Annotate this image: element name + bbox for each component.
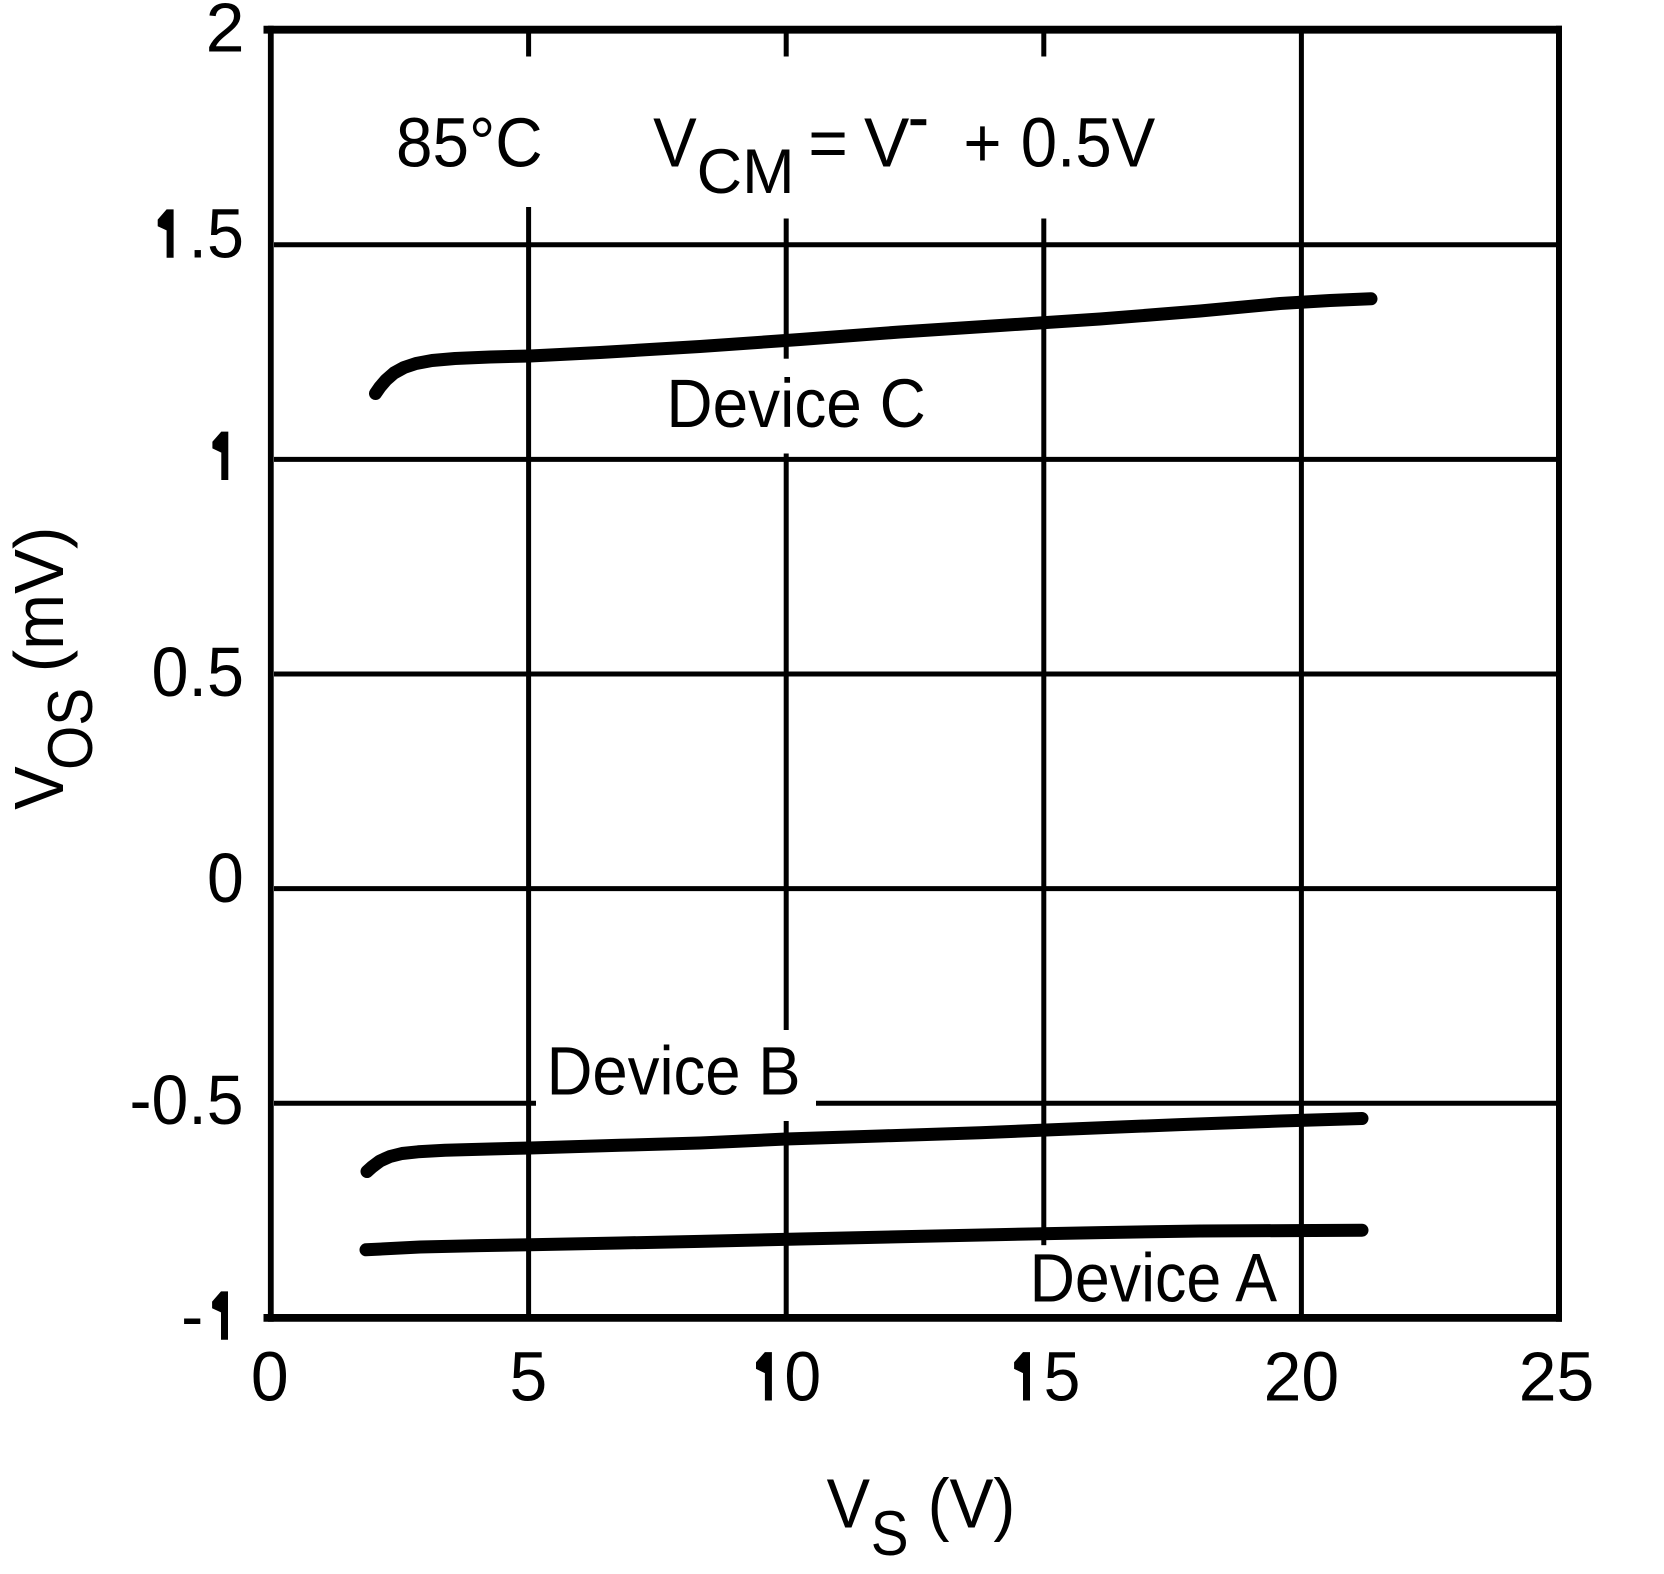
svg-text:V: V <box>653 104 697 182</box>
svg-text:0: 0 <box>251 1338 289 1416</box>
svg-text:=: = <box>808 103 848 181</box>
svg-text:85°C: 85°C <box>396 104 543 181</box>
svg-text:+: + <box>963 104 1001 182</box>
svg-text:20: 20 <box>1264 1338 1340 1416</box>
svg-text:0.5V: 0.5V <box>1021 104 1155 182</box>
svg-text:0: 0 <box>784 1338 821 1416</box>
svg-text:Device C: Device C <box>666 366 925 443</box>
svg-text:(V): (V) <box>928 1466 1016 1543</box>
svg-text:-0.5: -0.5 <box>130 1061 244 1139</box>
svg-text:0.5: 0.5 <box>152 634 244 712</box>
svg-text:5: 5 <box>510 1338 548 1416</box>
svg-text:-: - <box>181 1277 203 1355</box>
svg-text:Device A: Device A <box>1030 1239 1277 1316</box>
svg-text:.5: .5 <box>189 195 244 273</box>
svg-text:(mV): (mV) <box>0 527 78 673</box>
svg-text:V: V <box>1 766 79 809</box>
svg-text:CM: CM <box>697 137 795 207</box>
svg-text:S: S <box>871 1498 909 1568</box>
svg-text:5: 5 <box>1044 1338 1081 1416</box>
svg-text:V: V <box>827 1465 870 1543</box>
svg-text:Device B: Device B <box>547 1033 801 1110</box>
svg-text:V: V <box>864 103 909 181</box>
svg-text:25: 25 <box>1519 1338 1595 1416</box>
svg-text:0: 0 <box>207 840 244 918</box>
svg-text:2: 2 <box>206 0 245 67</box>
svg-text:OS: OS <box>35 688 105 770</box>
